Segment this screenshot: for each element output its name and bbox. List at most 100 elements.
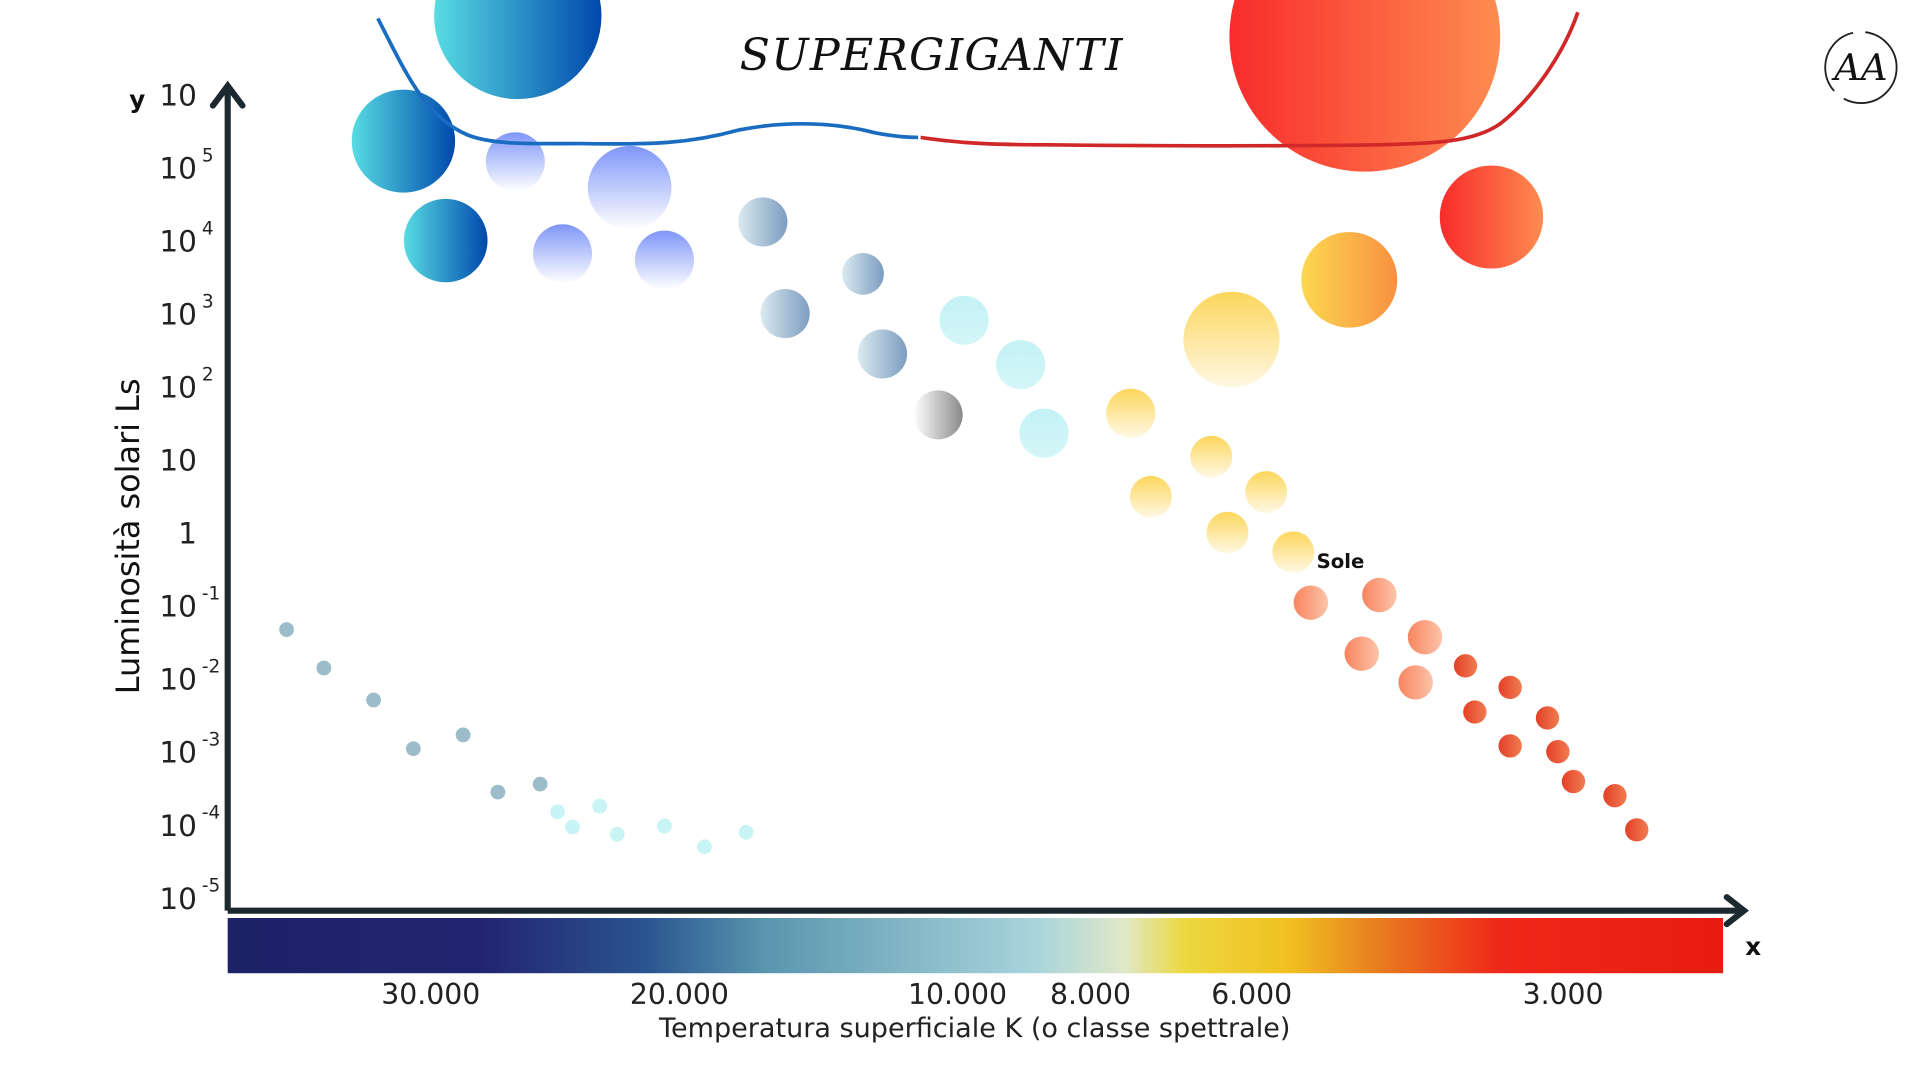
x-tick-label: 30.000 [381,978,480,1011]
x-axis-arrowhead [1723,894,1749,928]
star-white-dwarf-cyan [738,824,754,840]
y-axis [209,80,246,911]
temperature-colorbar [227,918,1724,974]
star-main-sequence-k [1407,620,1443,655]
y-tick-exponent: -4 [202,803,220,824]
y-tick-exponent: 2 [202,364,214,385]
star-main-sequence-k [1398,665,1433,700]
star-supergiant-red [1439,165,1544,269]
y-tick-exponent: -1 [202,584,220,605]
logo: AA [1824,30,1898,105]
star-white-dwarf-steel [366,692,381,708]
star-supergiant-blue [351,89,456,193]
y-axis-label: Luminosità solari Ls [109,378,147,694]
supergiant-blue-curve [376,17,919,146]
supergiant-red-curve [920,11,1580,148]
chart-title: SUPERGIGANTI [740,30,1124,81]
star-blue-giant [532,224,593,284]
star-main-sequence-fg [1130,475,1172,518]
x-tick-label: 20.000 [630,978,729,1011]
star-blue-giant [634,230,695,290]
star-white-dwarf-steel [532,776,548,792]
star-main-sequence-m [1625,818,1649,842]
y-axis-letter: y [129,85,145,114]
star-supergiant-blue [434,0,602,100]
svg-text:AA: AA [1831,46,1887,89]
star-supergiant-blue [403,198,488,283]
star-main-sequence-b [857,329,908,379]
star-giant-orange [1301,231,1398,328]
x-axis [227,894,1749,928]
star-white-dwarf-steel [279,622,294,637]
star-main-sequence-fg [1183,291,1280,388]
star-main-sequence-fg [1106,388,1156,438]
y-tick-label: 10 [159,225,197,259]
star-white-dwarf-steel [455,727,471,743]
star-main-sequence-a [939,295,989,345]
x-axis-label: Temperatura superficiale K (o classe spe… [658,1013,1290,1044]
sun-label: Sole [1317,550,1365,573]
x-tick-labels: 30.000 20.000 10.000 8.000 6.000 3.000 [381,978,1603,1011]
star-main-sequence-m [1603,784,1627,808]
x-tick-label: 10.000 [908,978,1007,1011]
y-axis-arrowhead [209,80,246,109]
y-tick-label: 10 [159,444,197,478]
star-white-dwarf-cyan [697,839,712,855]
stars-layer [279,0,1649,855]
y-tick-label: 10 [159,590,197,624]
y-tick-label: 10 [159,809,197,843]
star-main-sequence-k [1344,636,1379,671]
y-tick-label: 10 [159,882,197,916]
star-main-sequence-a [1019,408,1069,458]
star-main-sequence-fg [1272,531,1315,574]
star-white-dwarf-cyan [609,826,625,842]
star-main-sequence-m [1498,675,1522,700]
star-main-sequence-m [1561,769,1586,794]
star-white-dwarf-steel [316,660,332,676]
star-white-dwarf-cyan [550,804,565,820]
star-main-sequence-m [1535,706,1560,730]
star-main-sequence-k [1362,577,1397,613]
y-tick-exponent: 4 [202,218,214,239]
star-main-sequence-m [1463,700,1487,724]
star-white-dwarf-cyan [657,818,672,834]
x-tick-label: 3.000 [1523,978,1604,1011]
star-main-sequence-m [1546,740,1570,764]
y-tick-exponent: 3 [202,291,214,312]
y-tick-label: 10 [159,371,197,405]
y-tick-label: 10 [159,736,197,770]
x-tick-label: 8.000 [1050,978,1131,1011]
star-supergiant-red [1229,0,1501,172]
star-main-sequence-b [760,289,810,339]
y-tick-label: 10 [159,298,197,332]
star-white-dwarf-steel [405,741,421,757]
star-main-sequence-fg [1245,471,1288,513]
star-white-dwarf-cyan [592,798,608,814]
star-main-sequence-grey [913,390,963,440]
annotations: Sole [1317,550,1365,573]
y-tick-label: 10 [159,152,197,186]
y-tick-label: 10 [159,79,197,113]
star-main-sequence-fg [1206,511,1249,554]
y-tick-exponent: -5 [202,876,220,897]
y-tick-exponent: -2 [202,657,220,678]
star-main-sequence-b [842,252,884,295]
star-main-sequence-k [1293,585,1329,620]
star-main-sequence-b [738,197,788,247]
star-main-sequence-m [1453,654,1478,678]
x-axis-letter: x [1745,932,1761,961]
y-tick-label: 10 [159,663,197,697]
y-tick-exponent: 5 [202,145,214,166]
star-main-sequence-fg [1190,435,1233,478]
star-main-sequence-a [996,340,1046,390]
star-white-dwarf-cyan [565,819,580,835]
star-white-dwarf-steel [490,784,506,800]
y-tick-exponent: -3 [202,730,220,751]
star-main-sequence-m [1498,734,1522,758]
y-tick-label: 1 [178,517,197,551]
star-blue-giant [587,145,672,230]
x-tick-label: 6.000 [1211,978,1292,1011]
star-blue-giant [485,132,545,192]
